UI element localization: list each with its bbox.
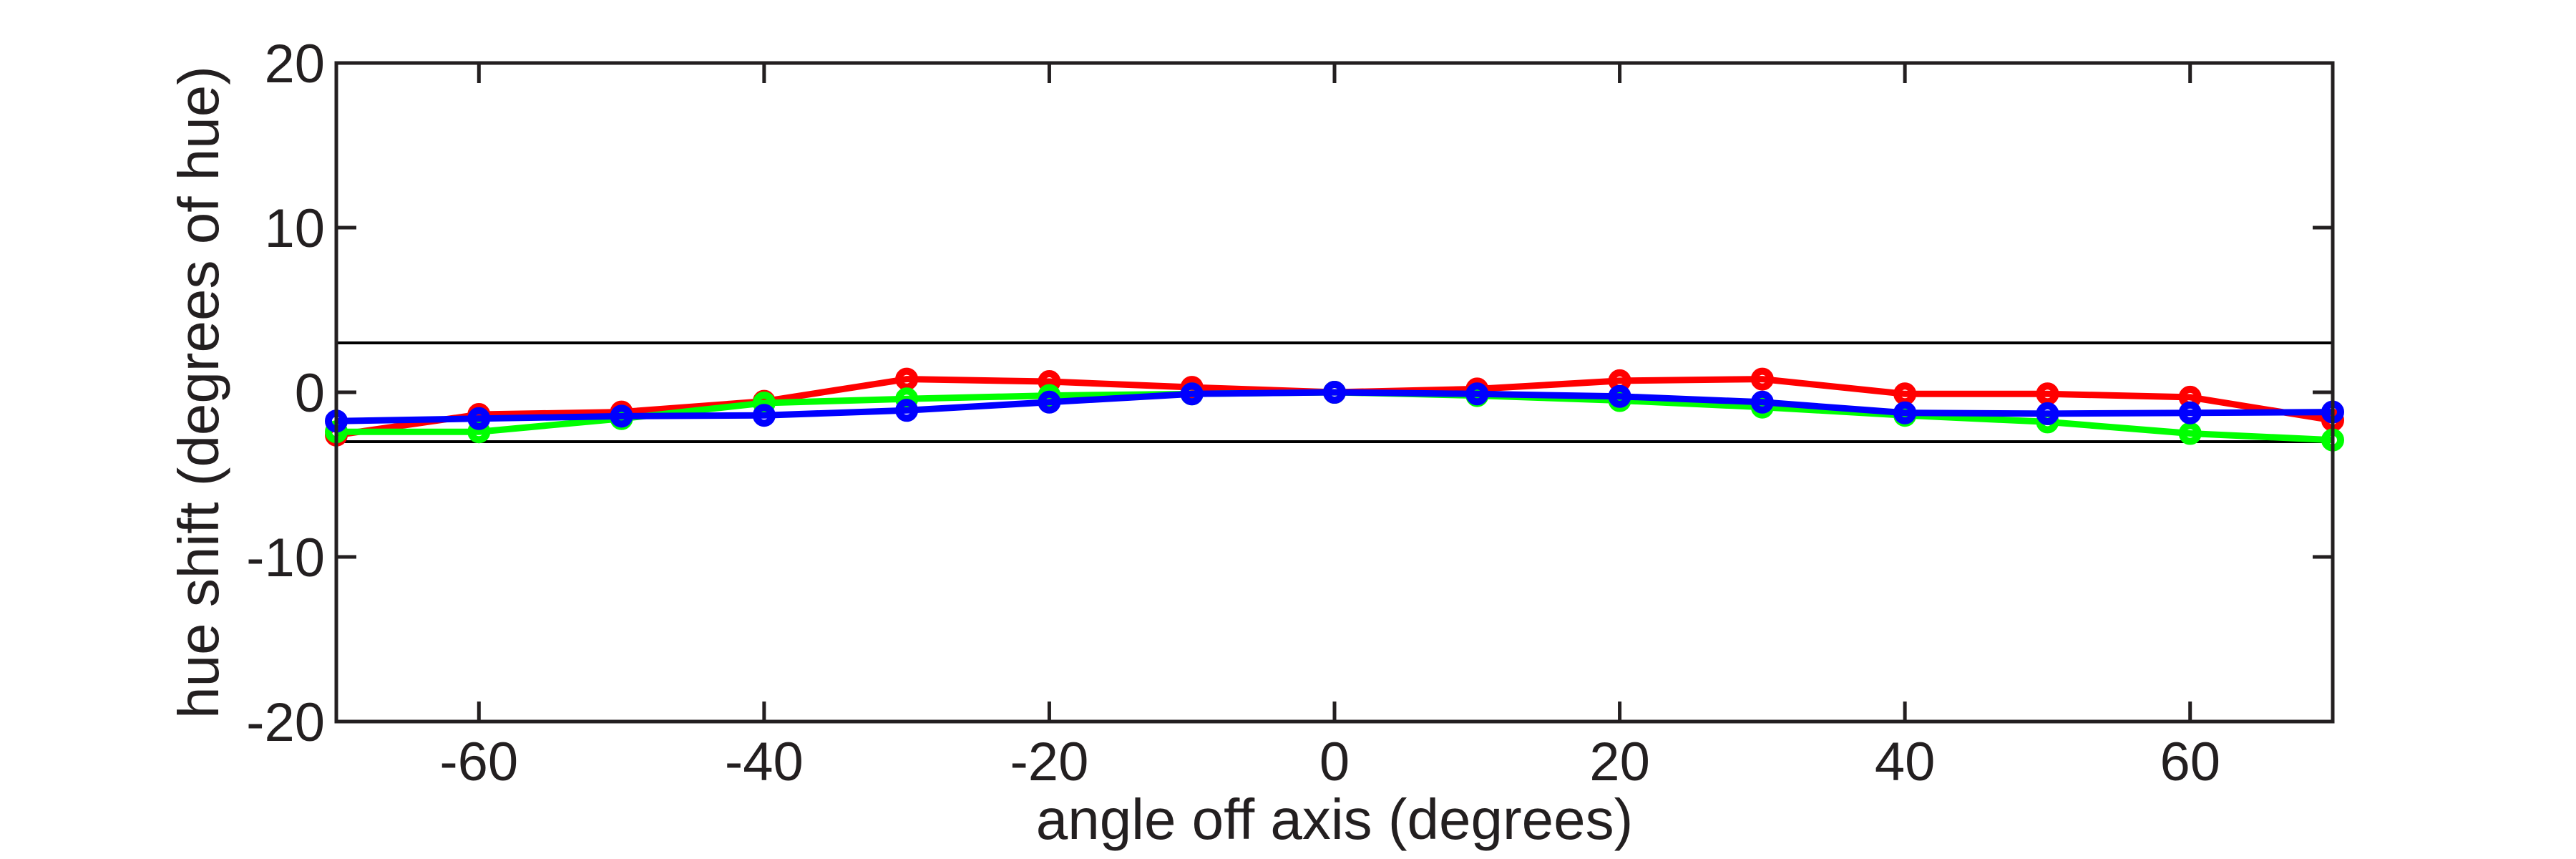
series-marker-blue xyxy=(610,404,633,428)
series-marker-green xyxy=(895,387,919,411)
y-tick-label: -10 xyxy=(246,528,325,588)
series-marker-red xyxy=(2036,382,2059,406)
series-marker-blue xyxy=(1608,384,1631,408)
series-marker-blue xyxy=(2036,402,2059,425)
series-marker-red xyxy=(895,367,919,391)
series-marker-blue xyxy=(2178,401,2202,424)
y-tick-label: 0 xyxy=(295,363,325,424)
x-tick-label: -40 xyxy=(725,732,804,792)
series-marker-red xyxy=(1750,367,1774,391)
y-tick-label: 20 xyxy=(264,34,325,94)
series-marker-blue xyxy=(1893,401,1917,424)
series-marker-blue xyxy=(1180,382,1204,406)
series-marker-blue xyxy=(1465,382,1489,406)
x-tick-label: -60 xyxy=(439,732,518,792)
series-line-blue xyxy=(336,389,2333,424)
series-marker-blue xyxy=(752,404,776,427)
x-tick-label: -20 xyxy=(1010,732,1089,792)
x-tick-label: 20 xyxy=(1589,732,1650,792)
series-marker-blue xyxy=(895,399,919,422)
series-marker-green xyxy=(2178,422,2202,445)
y-tick-label: -20 xyxy=(246,692,325,753)
series-marker-blue xyxy=(1038,390,1061,414)
x-tick-label: 40 xyxy=(1875,732,1936,792)
y-axis-label: hue shift (degrees of hue) xyxy=(167,66,230,719)
series-marker-blue xyxy=(1750,390,1774,414)
plot-area: -60 -40 -20 0 20 40 60 -20 -10 0 10 20 xyxy=(246,34,2344,792)
x-tick-label: 0 xyxy=(1319,732,1350,792)
series-marker-blue xyxy=(1323,381,1346,404)
series-marker-blue xyxy=(467,407,491,430)
x-axis-label: angle off axis (degrees) xyxy=(1036,787,1634,851)
y-tick-label: 10 xyxy=(264,198,325,259)
x-tick-label: 60 xyxy=(2160,732,2220,792)
